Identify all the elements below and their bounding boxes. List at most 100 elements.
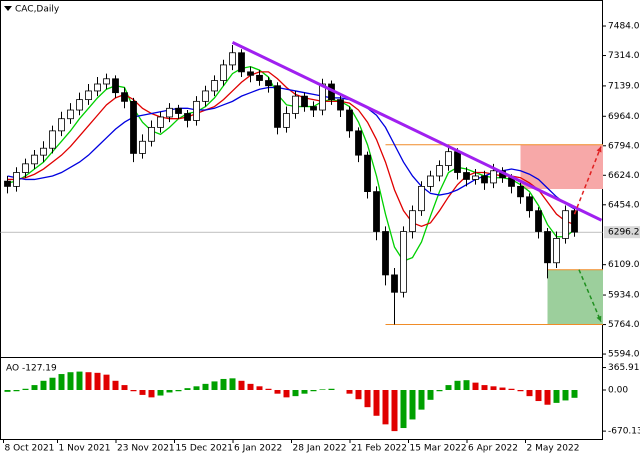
ao-bar [121, 385, 128, 390]
candle-body [13, 172, 20, 187]
ao-bar [157, 390, 164, 396]
arrow-head [596, 315, 602, 322]
ao-bar [562, 390, 569, 401]
ao-bar [184, 388, 191, 390]
ao-bar [373, 390, 380, 416]
candle-body [346, 109, 353, 132]
y-tick-label: 0.00 [608, 386, 628, 396]
candle-body [67, 109, 74, 120]
y-tick-label: 7484.0 [608, 22, 640, 32]
y-tick-label: 6624.0 [608, 171, 640, 181]
indicator-value: -127.19 [22, 364, 57, 374]
candle-body [571, 210, 578, 233]
candle-body [355, 130, 362, 156]
ao-bar [166, 390, 173, 393]
ao-bar [94, 372, 101, 390]
menu-icon[interactable] [4, 6, 12, 11]
x-tick-label: 1 Nov 2021 [59, 444, 111, 454]
ao-bar [103, 374, 110, 390]
candle-body [292, 95, 299, 114]
ao-bar [526, 390, 533, 397]
ao-bar [391, 390, 398, 432]
ao-bar [346, 390, 353, 394]
candle-body [193, 100, 200, 121]
ao-bar [382, 390, 389, 425]
y-tick-label: 5764.0 [608, 320, 640, 330]
x-tick-label: 28 Jan 2022 [293, 444, 347, 454]
candle-body [85, 90, 92, 101]
ao-bar [292, 390, 299, 397]
y-tick-label: 5594.0 [608, 350, 640, 360]
ao-bar [409, 390, 416, 420]
ao-bar [22, 388, 29, 390]
candle-body [553, 238, 560, 264]
ao-bar [202, 383, 209, 390]
candle-body [427, 175, 434, 187]
candle-body [58, 118, 65, 132]
ao-bar [355, 390, 362, 400]
ao-bar [301, 390, 308, 394]
candle-body [247, 71, 254, 76]
ao-bar [535, 390, 542, 402]
candle-body [40, 147, 47, 156]
ao-bar [229, 378, 236, 390]
x-tick-label: 21 Feb 2022 [351, 444, 407, 454]
candle-body [535, 210, 542, 232]
ao-bar [67, 372, 74, 390]
candle-body [283, 113, 290, 128]
candle-body [562, 210, 569, 239]
y-tick-label: 6964.0 [608, 112, 640, 122]
ao-bar [400, 390, 407, 429]
candle-body [139, 140, 146, 154]
candle-body [274, 85, 281, 128]
candle-body [382, 231, 389, 276]
candle-body [490, 170, 497, 184]
candle-body [157, 116, 164, 128]
ao-bar [247, 383, 254, 390]
moving-average [7, 65, 575, 262]
candle-body [418, 185, 425, 212]
y-tick-label: 7139.0 [608, 81, 640, 91]
candle-body [436, 165, 443, 177]
x-tick-label: 15 Mar 2022 [410, 444, 467, 454]
ao-bar [193, 386, 200, 390]
zone [547, 269, 603, 325]
x-tick-label: 6 Apr 2022 [468, 444, 518, 454]
candle-body [94, 83, 101, 92]
candle-body [229, 52, 236, 66]
ao-bar [553, 390, 560, 403]
ao-bar [517, 390, 524, 392]
ao-bar [328, 388, 335, 390]
candle-body [238, 52, 245, 73]
candle-body [265, 80, 272, 87]
ao-bar [481, 385, 488, 390]
candle-body [544, 231, 551, 264]
ao-bar [4, 390, 11, 392]
ao-bar [112, 380, 119, 390]
candle-body [166, 107, 173, 118]
x-tick-label: 15 Dec 2021 [176, 444, 234, 454]
candle-body [301, 95, 308, 107]
zone [520, 144, 603, 189]
ao-bar [571, 390, 578, 398]
ao-bar [463, 380, 470, 390]
candle-body [175, 107, 182, 114]
candle-body [445, 151, 452, 166]
candle-body [220, 64, 227, 81]
chart-title: CAC,Daily [15, 5, 60, 15]
candle-body [400, 231, 407, 293]
moving-average [7, 86, 575, 210]
candle-body [22, 163, 29, 173]
indicator-name: AO [6, 364, 19, 374]
arrow-head [596, 146, 602, 153]
candle-body [4, 180, 11, 187]
candle-body [202, 90, 209, 102]
candle-body [391, 274, 398, 293]
ao-bar [418, 390, 425, 410]
ao-bar [364, 390, 371, 408]
ao-bar [139, 390, 146, 395]
candle-body [337, 99, 344, 111]
candle-body [76, 99, 83, 111]
y-tick-label: 7314.0 [608, 51, 640, 61]
